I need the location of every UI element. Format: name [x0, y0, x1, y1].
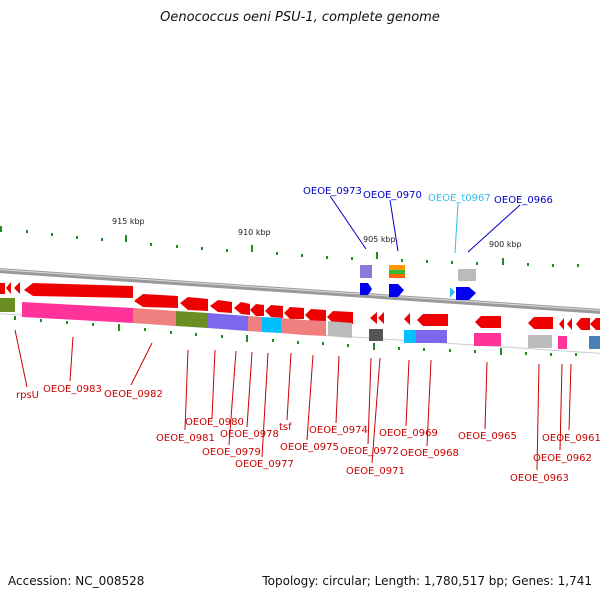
gene-arrow-blue-0966 — [456, 287, 476, 300]
gene-labels-top: OEOE_0973 OEOE_0970 OEOE_t0967 OEOE_0966 — [303, 186, 553, 206]
map-title: Oenococcus oeni PSU-1, complete genome — [160, 10, 440, 25]
gene-label-oeoe-0970: OEOE_0970 — [363, 190, 422, 201]
gene-arrow-trna — [450, 287, 455, 298]
gene-label-oeoe-0973: OEOE_0973 — [303, 186, 362, 197]
ruler-labels: 915 kbp 910 kbp 905 kbp 900 kbp — [112, 217, 522, 249]
gene-label-oeoe-0975: OEOE_0975 — [280, 442, 339, 453]
gene-label-oeoe-0979: OEOE_0979 — [202, 447, 261, 458]
gene-label-oeoe-0969: OEOE_0969 — [379, 428, 438, 439]
gene-label-oeoe-0966: OEOE_0966 — [494, 195, 553, 206]
leader-lines-top — [329, 195, 521, 254]
gene-label-oeoe-0963: OEOE_0963 — [510, 473, 569, 484]
accession-text: Accession: NC_008528 — [8, 574, 145, 588]
gene-label-oeoe-0980: OEOE_0980 — [185, 417, 244, 428]
ruler-label-900: 900 kbp — [489, 240, 522, 249]
gene-label-tsf: tsf — [279, 422, 292, 433]
topology-summary: Topology: circular; Length: 1,780,517 bp… — [262, 574, 592, 588]
gene-label-oeoe-0981: OEOE_0981 — [156, 433, 215, 444]
gene-label-oeoe-0982: OEOE_0982 — [104, 389, 163, 400]
gene-arrows-reverse — [0, 282, 600, 330]
tick-row-top — [0, 226, 579, 267]
ruler-label-915: 915 kbp — [112, 217, 145, 226]
gene-labels-bottom: rpsU OEOE_0983 OEOE_0982 OEOE_0981 OEOE_… — [16, 384, 600, 484]
gene-label-rpsu: rpsU — [16, 390, 39, 401]
gene-label-oeoe-0961: OEOE_0961 — [542, 433, 600, 444]
tick-row-bottom — [14, 316, 577, 356]
gene-label-oeoe-0962: OEOE_0962 — [533, 453, 592, 464]
gene-label-oeoe-0972: OEOE_0972 — [340, 446, 399, 457]
gene-label-oeoe-0977: OEOE_0977 — [235, 459, 294, 470]
gene-arrow-blue-0970 — [389, 284, 404, 297]
gene-label-oeoe-0983: OEOE_0983 — [43, 384, 102, 395]
ruler-label-910: 910 kbp — [238, 228, 271, 237]
gene-label-oeoe-t0967: OEOE_t0967 — [428, 193, 491, 204]
gene-label-oeoe-0968: OEOE_0968 — [400, 448, 459, 459]
feature-blocks-top — [360, 265, 476, 300]
gene-label-oeoe-0978: OEOE_0978 — [220, 429, 279, 440]
feature-blocks-bottom — [0, 298, 600, 349]
leader-lines-bottom — [14, 329, 572, 471]
gene-label-oeoe-0974: OEOE_0974 — [309, 425, 368, 436]
ruler-label-905: 905 kbp — [363, 235, 396, 244]
gene-label-oeoe-0971: OEOE_0971 — [346, 466, 405, 477]
gene-arrow-blue-0973 — [360, 283, 372, 295]
gene-label-oeoe-0965: OEOE_0965 — [458, 431, 517, 442]
